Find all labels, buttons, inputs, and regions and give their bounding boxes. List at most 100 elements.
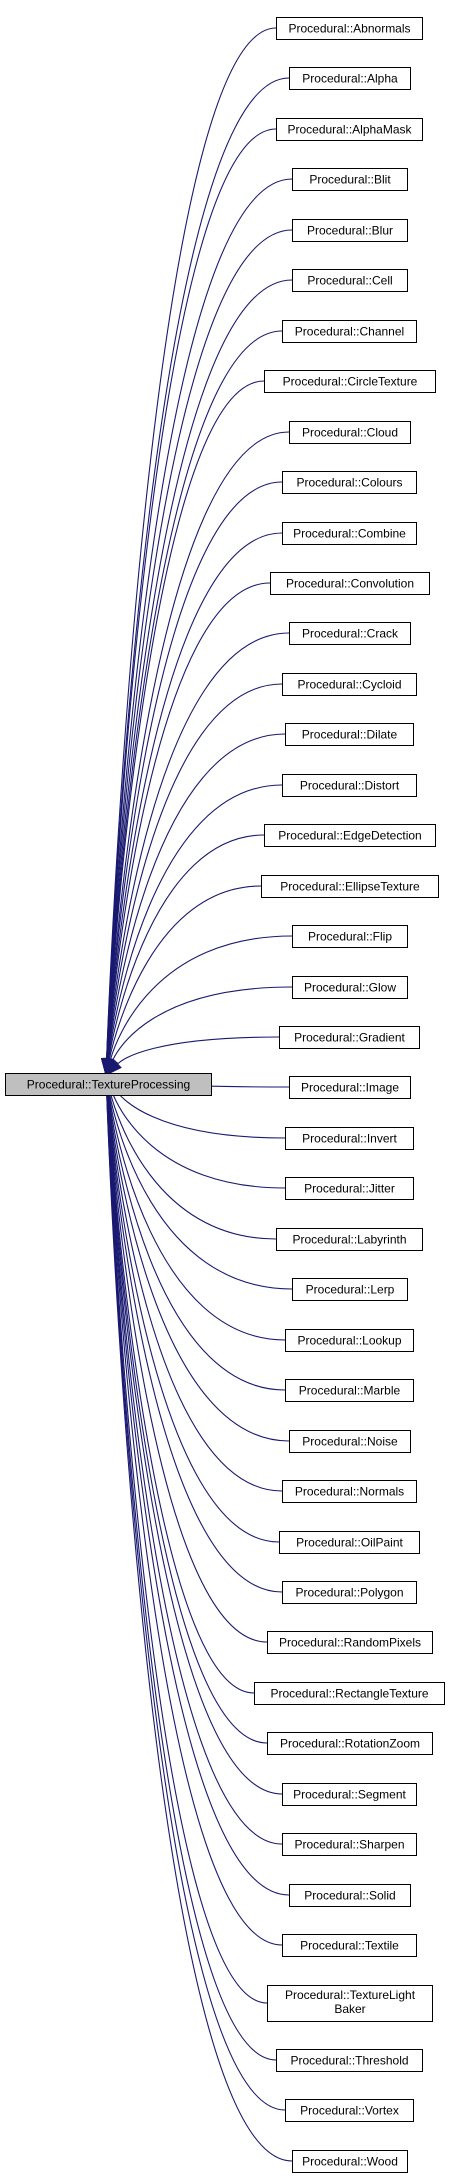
class-node-box <box>267 1985 433 2022</box>
inheritance-edge-labyrinth <box>109 1090 277 1240</box>
class-node-gradient[interactable]: Procedural::Gradient <box>279 1026 420 1049</box>
class-node-label: Procedural::Dilate <box>302 728 398 742</box>
class-node-label: Procedural::RandomPixels <box>279 1636 421 1650</box>
class-node-label: Procedural::RectangleTexture <box>270 1687 428 1701</box>
class-node-box <box>282 1833 417 1856</box>
class-node-cycloid[interactable]: Procedural::Cycloid <box>282 673 417 696</box>
class-node-textile[interactable]: Procedural::Textile <box>282 1934 417 1957</box>
inheritance-edge-glow <box>112 986 293 1061</box>
class-node-cell[interactable]: Procedural::Cell <box>292 269 408 292</box>
class-node-label: Procedural::Blur <box>307 224 393 238</box>
class-node-box <box>282 1783 417 1806</box>
class-node-edge-detection[interactable]: Procedural::EdgeDetection <box>264 824 436 847</box>
inheritance-edge-colours <box>106 481 283 1060</box>
class-node-label: Procedural::EdgeDetection <box>278 829 421 843</box>
class-node-label: Procedural::Abnormals <box>288 22 410 36</box>
class-node-label: Procedural::EllipseTexture <box>280 880 420 894</box>
class-node-label: Procedural::Combine <box>293 527 406 541</box>
class-node-channel[interactable]: Procedural::Channel <box>282 320 417 343</box>
class-node-blit[interactable]: Procedural::Blit <box>292 168 408 191</box>
class-node-box <box>289 1430 411 1453</box>
class-node-box <box>292 1278 408 1301</box>
class-node-distort[interactable]: Procedural::Distort <box>282 774 417 797</box>
class-node-box <box>279 1531 420 1554</box>
class-node-rotation-zoom[interactable]: Procedural::RotationZoom <box>267 1732 433 1755</box>
class-node-vortex[interactable]: Procedural::Vortex <box>285 2099 414 2122</box>
class-node-box <box>292 269 408 292</box>
class-node-crack[interactable]: Procedural::Crack <box>289 622 411 645</box>
inheritance-edge-circle-texture <box>106 380 265 1060</box>
class-node-cloud[interactable]: Procedural::Cloud <box>289 421 411 444</box>
class-node-blur[interactable]: Procedural::Blur <box>292 219 408 242</box>
class-node-invert[interactable]: Procedural::Invert <box>285 1127 414 1150</box>
class-node-lerp[interactable]: Procedural::Lerp <box>292 1278 408 1301</box>
class-node-box <box>282 1581 417 1604</box>
class-node-label: Procedural::TextureLight <box>285 1988 416 2002</box>
class-node-circle-texture[interactable]: Procedural::CircleTexture <box>264 370 436 393</box>
class-node-convolution[interactable]: Procedural::Convolution <box>270 572 430 595</box>
class-node-texture-processing[interactable]: Procedural::TextureProcessing <box>5 1073 212 1096</box>
class-node-normals[interactable]: Procedural::Normals <box>282 1480 417 1503</box>
class-node-marble[interactable]: Procedural::Marble <box>285 1379 414 1402</box>
class-node-glow[interactable]: Procedural::Glow <box>292 976 408 999</box>
class-node-box <box>289 1884 411 1907</box>
class-node-random-pixels[interactable]: Procedural::RandomPixels <box>267 1631 433 1654</box>
class-node-alpha-mask[interactable]: Procedural::AlphaMask <box>276 118 423 141</box>
class-node-box <box>282 522 417 545</box>
class-node-polygon[interactable]: Procedural::Polygon <box>282 1581 417 1604</box>
inheritance-edge-cycloid <box>107 683 283 1060</box>
class-node-box <box>285 1177 414 1200</box>
class-node-wood[interactable]: Procedural::Wood <box>292 2150 408 2173</box>
class-node-box <box>279 1026 420 1049</box>
class-node-box <box>292 219 408 242</box>
class-node-oil-paint[interactable]: Procedural::OilPaint <box>279 1531 420 1554</box>
class-node-box <box>292 168 408 191</box>
class-node-label: Procedural::Glow <box>304 981 396 995</box>
class-node-box <box>285 2099 414 2122</box>
inheritance-edge-polygon <box>106 1090 283 1593</box>
class-node-sharpen[interactable]: Procedural::Sharpen <box>282 1833 417 1856</box>
inheritance-edge-oil-paint <box>106 1090 280 1543</box>
class-node-rectangle-texture[interactable]: Procedural::RectangleTexture <box>254 1682 445 1705</box>
class-node-dilate[interactable]: Procedural::Dilate <box>285 723 414 746</box>
inheritance-edge-distort <box>107 784 283 1060</box>
inheritance-arrowhead <box>104 1059 122 1077</box>
class-node-box <box>285 1329 414 1352</box>
class-node-label: Procedural::Blit <box>309 173 391 187</box>
inheritance-edge-gradient <box>117 1036 280 1065</box>
inheritance-edge-crack <box>106 632 290 1060</box>
class-node-label: Procedural::Segment <box>293 1788 406 1802</box>
class-node-label: Procedural::OilPaint <box>296 1536 403 1550</box>
class-node-label: Procedural::Cloud <box>302 426 398 440</box>
inheritance-edge-jitter <box>110 1089 286 1189</box>
class-node-noise[interactable]: Procedural::Noise <box>289 1430 411 1453</box>
inheritance-edge-marble <box>107 1090 286 1391</box>
inheritance-edge-rectangle-texture <box>106 1090 255 1694</box>
inheritance-edge-lerp <box>108 1090 293 1290</box>
class-node-threshold[interactable]: Procedural::Threshold <box>276 2049 423 2072</box>
class-node-image[interactable]: Procedural::Image <box>289 1076 411 1099</box>
class-node-colours[interactable]: Procedural::Colours <box>282 471 417 494</box>
class-node-jitter[interactable]: Procedural::Jitter <box>285 1177 414 1200</box>
class-node-combine[interactable]: Procedural::Combine <box>282 522 417 545</box>
class-node-label: Procedural::Labyrinth <box>292 1233 406 1247</box>
class-node-lookup[interactable]: Procedural::Lookup <box>285 1329 414 1352</box>
class-node-label: Procedural::CircleTexture <box>283 375 418 389</box>
class-node-flip[interactable]: Procedural::Flip <box>292 925 408 948</box>
class-node-box <box>276 2049 423 2072</box>
class-node-label: Procedural::Invert <box>302 1132 397 1146</box>
inheritance-edge-abnormals <box>106 27 277 1060</box>
class-node-label: Procedural::Wood <box>302 2155 398 2169</box>
class-node-box <box>270 572 430 595</box>
class-node-labyrinth[interactable]: Procedural::Labyrinth <box>276 1228 423 1251</box>
class-node-label: Procedural::Polygon <box>295 1586 403 1600</box>
class-node-label: Procedural::Textile <box>300 1939 399 1953</box>
class-node-box <box>264 824 436 847</box>
class-node-solid[interactable]: Procedural::Solid <box>289 1884 411 1907</box>
class-node-alpha[interactable]: Procedural::Alpha <box>289 67 411 90</box>
class-node-ellipse-texture[interactable]: Procedural::EllipseTexture <box>261 875 439 898</box>
class-node-abnormals[interactable]: Procedural::Abnormals <box>276 17 423 40</box>
class-node-segment[interactable]: Procedural::Segment <box>282 1783 417 1806</box>
